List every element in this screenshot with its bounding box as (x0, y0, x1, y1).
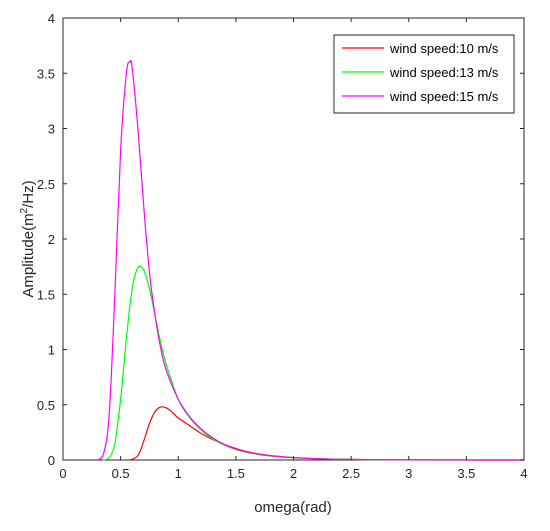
y-tick-label: 1.5 (37, 287, 55, 302)
x-tick-label: 3 (405, 466, 412, 481)
series-line-3 (97, 59, 525, 461)
y-axis-label: Amplitude(m2/Hz) (19, 180, 37, 297)
x-tick-label: 0 (59, 466, 66, 481)
y-tick-label: 0.5 (37, 398, 55, 413)
x-tick-label: 2.5 (342, 466, 360, 481)
x-tick-label: 2 (290, 466, 297, 481)
y-tick-label: 3 (48, 122, 55, 137)
y-tick-label: 1 (48, 343, 55, 358)
y-axis-label-main: Amplitude(m (20, 213, 37, 297)
series-lines (97, 59, 525, 461)
y-tick-label: 2 (48, 232, 55, 247)
y-tick-label: 2.5 (37, 177, 55, 192)
y-tick-label: 4 (48, 11, 55, 26)
x-tick-label: 1.5 (227, 466, 245, 481)
legend-label-2: wind speed:13 m/s (389, 65, 499, 80)
legend-label-3: wind speed:15 m/s (389, 89, 499, 104)
y-axis-label-superscript: 2 (19, 207, 30, 213)
x-axis-ticks: 0 0.5 1 1.5 2 2.5 3 3.5 4 (59, 18, 528, 481)
x-tick-label: 4 (520, 466, 527, 481)
legend-label-1: wind speed:10 m/s (389, 41, 499, 56)
x-tick-label: 1 (175, 466, 182, 481)
y-axis-label-unit: /Hz) (20, 180, 37, 208)
y-axis-ticks: 0 0.5 1 1.5 2 2.5 3 3.5 4 (37, 11, 524, 468)
y-tick-label: 0 (48, 453, 55, 468)
x-axis-label: omega(rad) (254, 499, 332, 516)
legend: wind speed:10 m/s wind speed:13 m/s wind s… (333, 34, 515, 114)
x-tick-label: 3.5 (457, 466, 475, 481)
x-tick-label: 0.5 (112, 466, 130, 481)
y-tick-label: 3.5 (37, 66, 55, 81)
